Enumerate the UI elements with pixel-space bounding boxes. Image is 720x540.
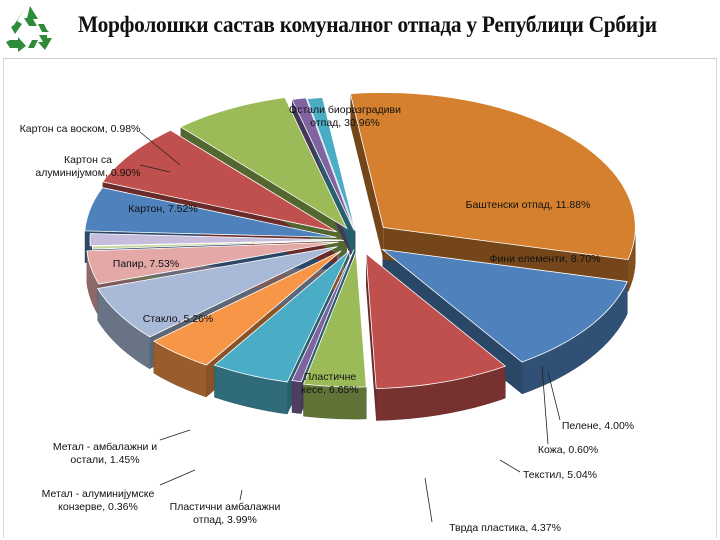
data-label-0: Остали биоразградиви отпад, 30.96%	[289, 104, 401, 129]
pie-slice-15	[306, 97, 356, 232]
page-title: Морфолошки састав комуналног отпада у Ре…	[78, 12, 657, 37]
data-label-8: Пластични амбалажни отпад, 3.99%	[170, 501, 281, 526]
pie-slice-8	[86, 241, 339, 285]
data-label-7: Пластичне кесе, 6.65%	[301, 371, 358, 396]
data-label-1: Баштенски отпад, 11.88%	[466, 199, 591, 211]
pie-slice-11	[84, 187, 337, 238]
data-label-3: Пелене, 4.00%	[562, 420, 634, 432]
pie-slice-4	[291, 249, 355, 383]
data-label-12: Папир, 7.53%	[113, 258, 179, 270]
slice-wall-2-1	[366, 253, 377, 421]
leader-line-15	[139, 131, 181, 166]
leader-line-8	[239, 489, 243, 501]
data-label-4: Кожа, 0.60%	[538, 444, 598, 456]
leader-line-5	[499, 459, 521, 473]
pie-slice-2	[365, 252, 507, 389]
data-label-10: Метал - амбалажни и остали, 1.45%	[53, 441, 157, 466]
data-label-2: Фини елементи, 8.70%	[489, 253, 600, 265]
slice-side-4	[291, 380, 302, 415]
pie-slice-3	[302, 251, 367, 388]
data-label-5: Текстил, 5.04%	[523, 469, 597, 481]
leader-line-4	[541, 365, 549, 445]
leader-line-3	[547, 371, 561, 421]
recycle-icon	[6, 6, 52, 52]
data-label-6: Тврда пластика, 4.37%	[449, 522, 561, 534]
pie-slice-10	[89, 233, 343, 247]
data-label-15: Картон са воском, 0.98%	[20, 123, 141, 135]
leader-line-9	[159, 469, 196, 486]
leader-line-6	[424, 477, 433, 523]
pie-slice-9	[91, 240, 345, 250]
title-divider	[4, 58, 716, 59]
data-label-13: Картон, 7.52%	[128, 203, 198, 215]
data-label-11: Стакло, 5.26%	[143, 313, 214, 325]
data-label-9: Метал - алуминијумске конзерве, 0.36%	[42, 488, 155, 513]
leader-lines	[139, 131, 561, 523]
pie-slice-14	[291, 97, 355, 231]
pie-slice-13	[179, 97, 348, 230]
leader-line-14	[139, 164, 171, 173]
data-label-14: Картон са алуминијумом, 0.90%	[35, 154, 140, 179]
pie-slice-6	[153, 250, 342, 366]
data-labels: Остали биоразградиви отпад, 30.96% Баштенс…	[20, 104, 635, 534]
pie-slice-1	[381, 248, 628, 363]
pie-slice-0	[349, 92, 636, 261]
leader-line-10	[159, 429, 191, 441]
pie-slice-12	[101, 129, 338, 233]
pie-slice-7	[97, 246, 338, 338]
slice-wall-0-0	[350, 93, 384, 260]
frame-right	[716, 58, 717, 538]
pie-slice-5	[213, 250, 350, 383]
frame-left	[3, 58, 4, 538]
pie-tops	[84, 92, 636, 389]
